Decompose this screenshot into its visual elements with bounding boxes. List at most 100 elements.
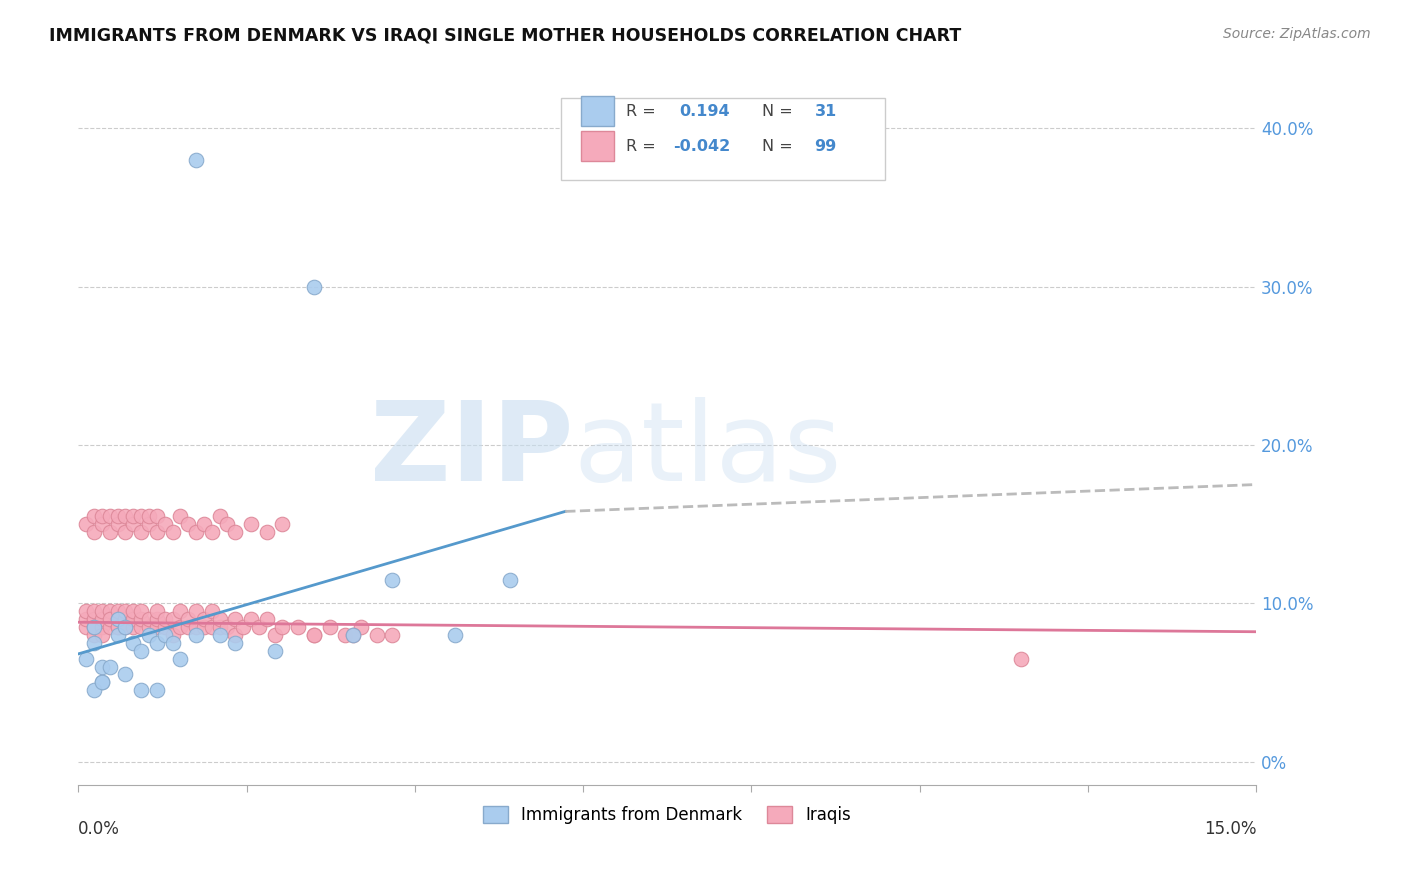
- Point: [122, 509, 145, 524]
- Point: [153, 628, 176, 642]
- Point: [169, 604, 191, 618]
- Text: 99: 99: [814, 138, 837, 153]
- Point: [193, 612, 215, 626]
- Point: [177, 612, 200, 626]
- Point: [107, 620, 129, 634]
- Point: [169, 651, 191, 665]
- Point: [302, 628, 325, 642]
- Point: [169, 509, 191, 524]
- Point: [499, 573, 522, 587]
- Text: 15.0%: 15.0%: [1204, 820, 1257, 838]
- Point: [193, 620, 215, 634]
- Point: [129, 509, 152, 524]
- Text: Source: ZipAtlas.com: Source: ZipAtlas.com: [1223, 27, 1371, 41]
- Point: [146, 636, 169, 650]
- Point: [153, 612, 176, 626]
- Legend: Immigrants from Denmark, Iraqis: Immigrants from Denmark, Iraqis: [477, 799, 858, 830]
- Point: [184, 604, 207, 618]
- Point: [247, 620, 270, 634]
- Point: [107, 620, 129, 634]
- Point: [75, 620, 97, 634]
- Point: [83, 628, 105, 642]
- Point: [107, 628, 129, 642]
- Point: [98, 509, 121, 524]
- Point: [271, 517, 294, 532]
- Point: [83, 524, 105, 539]
- Point: [138, 612, 160, 626]
- Point: [208, 612, 231, 626]
- Point: [224, 524, 246, 539]
- Point: [114, 509, 136, 524]
- Point: [201, 524, 224, 539]
- Point: [224, 636, 246, 650]
- Point: [146, 604, 169, 618]
- Text: R =: R =: [626, 103, 655, 119]
- Text: IMMIGRANTS FROM DENMARK VS IRAQI SINGLE MOTHER HOUSEHOLDS CORRELATION CHART: IMMIGRANTS FROM DENMARK VS IRAQI SINGLE …: [49, 27, 962, 45]
- Point: [122, 604, 145, 618]
- Point: [184, 153, 207, 167]
- Point: [83, 604, 105, 618]
- Point: [90, 517, 112, 532]
- Point: [83, 683, 105, 698]
- Point: [107, 612, 129, 626]
- Bar: [581, 131, 614, 161]
- Point: [318, 620, 340, 634]
- Point: [224, 612, 246, 626]
- Point: [256, 612, 278, 626]
- Point: [232, 620, 254, 634]
- Point: [107, 604, 129, 618]
- Point: [146, 524, 169, 539]
- Point: [208, 628, 231, 642]
- Text: 0.0%: 0.0%: [79, 820, 120, 838]
- Point: [287, 620, 309, 634]
- Point: [107, 509, 129, 524]
- Point: [122, 636, 145, 650]
- Point: [114, 620, 136, 634]
- Point: [208, 620, 231, 634]
- Point: [129, 683, 152, 698]
- Point: [162, 628, 184, 642]
- Point: [193, 517, 215, 532]
- Point: [146, 612, 169, 626]
- Point: [114, 524, 136, 539]
- Point: [129, 644, 152, 658]
- Point: [90, 659, 112, 673]
- Point: [162, 636, 184, 650]
- Point: [381, 628, 404, 642]
- Point: [342, 628, 364, 642]
- Bar: [581, 96, 614, 126]
- Point: [90, 612, 112, 626]
- Point: [208, 509, 231, 524]
- Point: [146, 683, 169, 698]
- Point: [114, 604, 136, 618]
- Text: R =: R =: [626, 138, 655, 153]
- Point: [90, 628, 112, 642]
- Point: [83, 509, 105, 524]
- Point: [129, 524, 152, 539]
- Point: [263, 628, 285, 642]
- Text: -0.042: -0.042: [673, 138, 731, 153]
- Point: [98, 620, 121, 634]
- Point: [114, 612, 136, 626]
- Point: [138, 509, 160, 524]
- Text: ZIP: ZIP: [370, 397, 574, 504]
- Point: [122, 517, 145, 532]
- Point: [153, 517, 176, 532]
- Point: [302, 279, 325, 293]
- Point: [129, 612, 152, 626]
- Point: [162, 612, 184, 626]
- Point: [444, 628, 467, 642]
- Text: 0.194: 0.194: [679, 103, 730, 119]
- Text: 31: 31: [814, 103, 837, 119]
- Point: [256, 524, 278, 539]
- Text: N =: N =: [762, 138, 793, 153]
- Point: [83, 612, 105, 626]
- Point: [177, 517, 200, 532]
- Point: [107, 612, 129, 626]
- Point: [240, 517, 263, 532]
- Point: [114, 620, 136, 634]
- Point: [342, 628, 364, 642]
- Point: [217, 620, 239, 634]
- Point: [381, 573, 404, 587]
- Point: [271, 620, 294, 634]
